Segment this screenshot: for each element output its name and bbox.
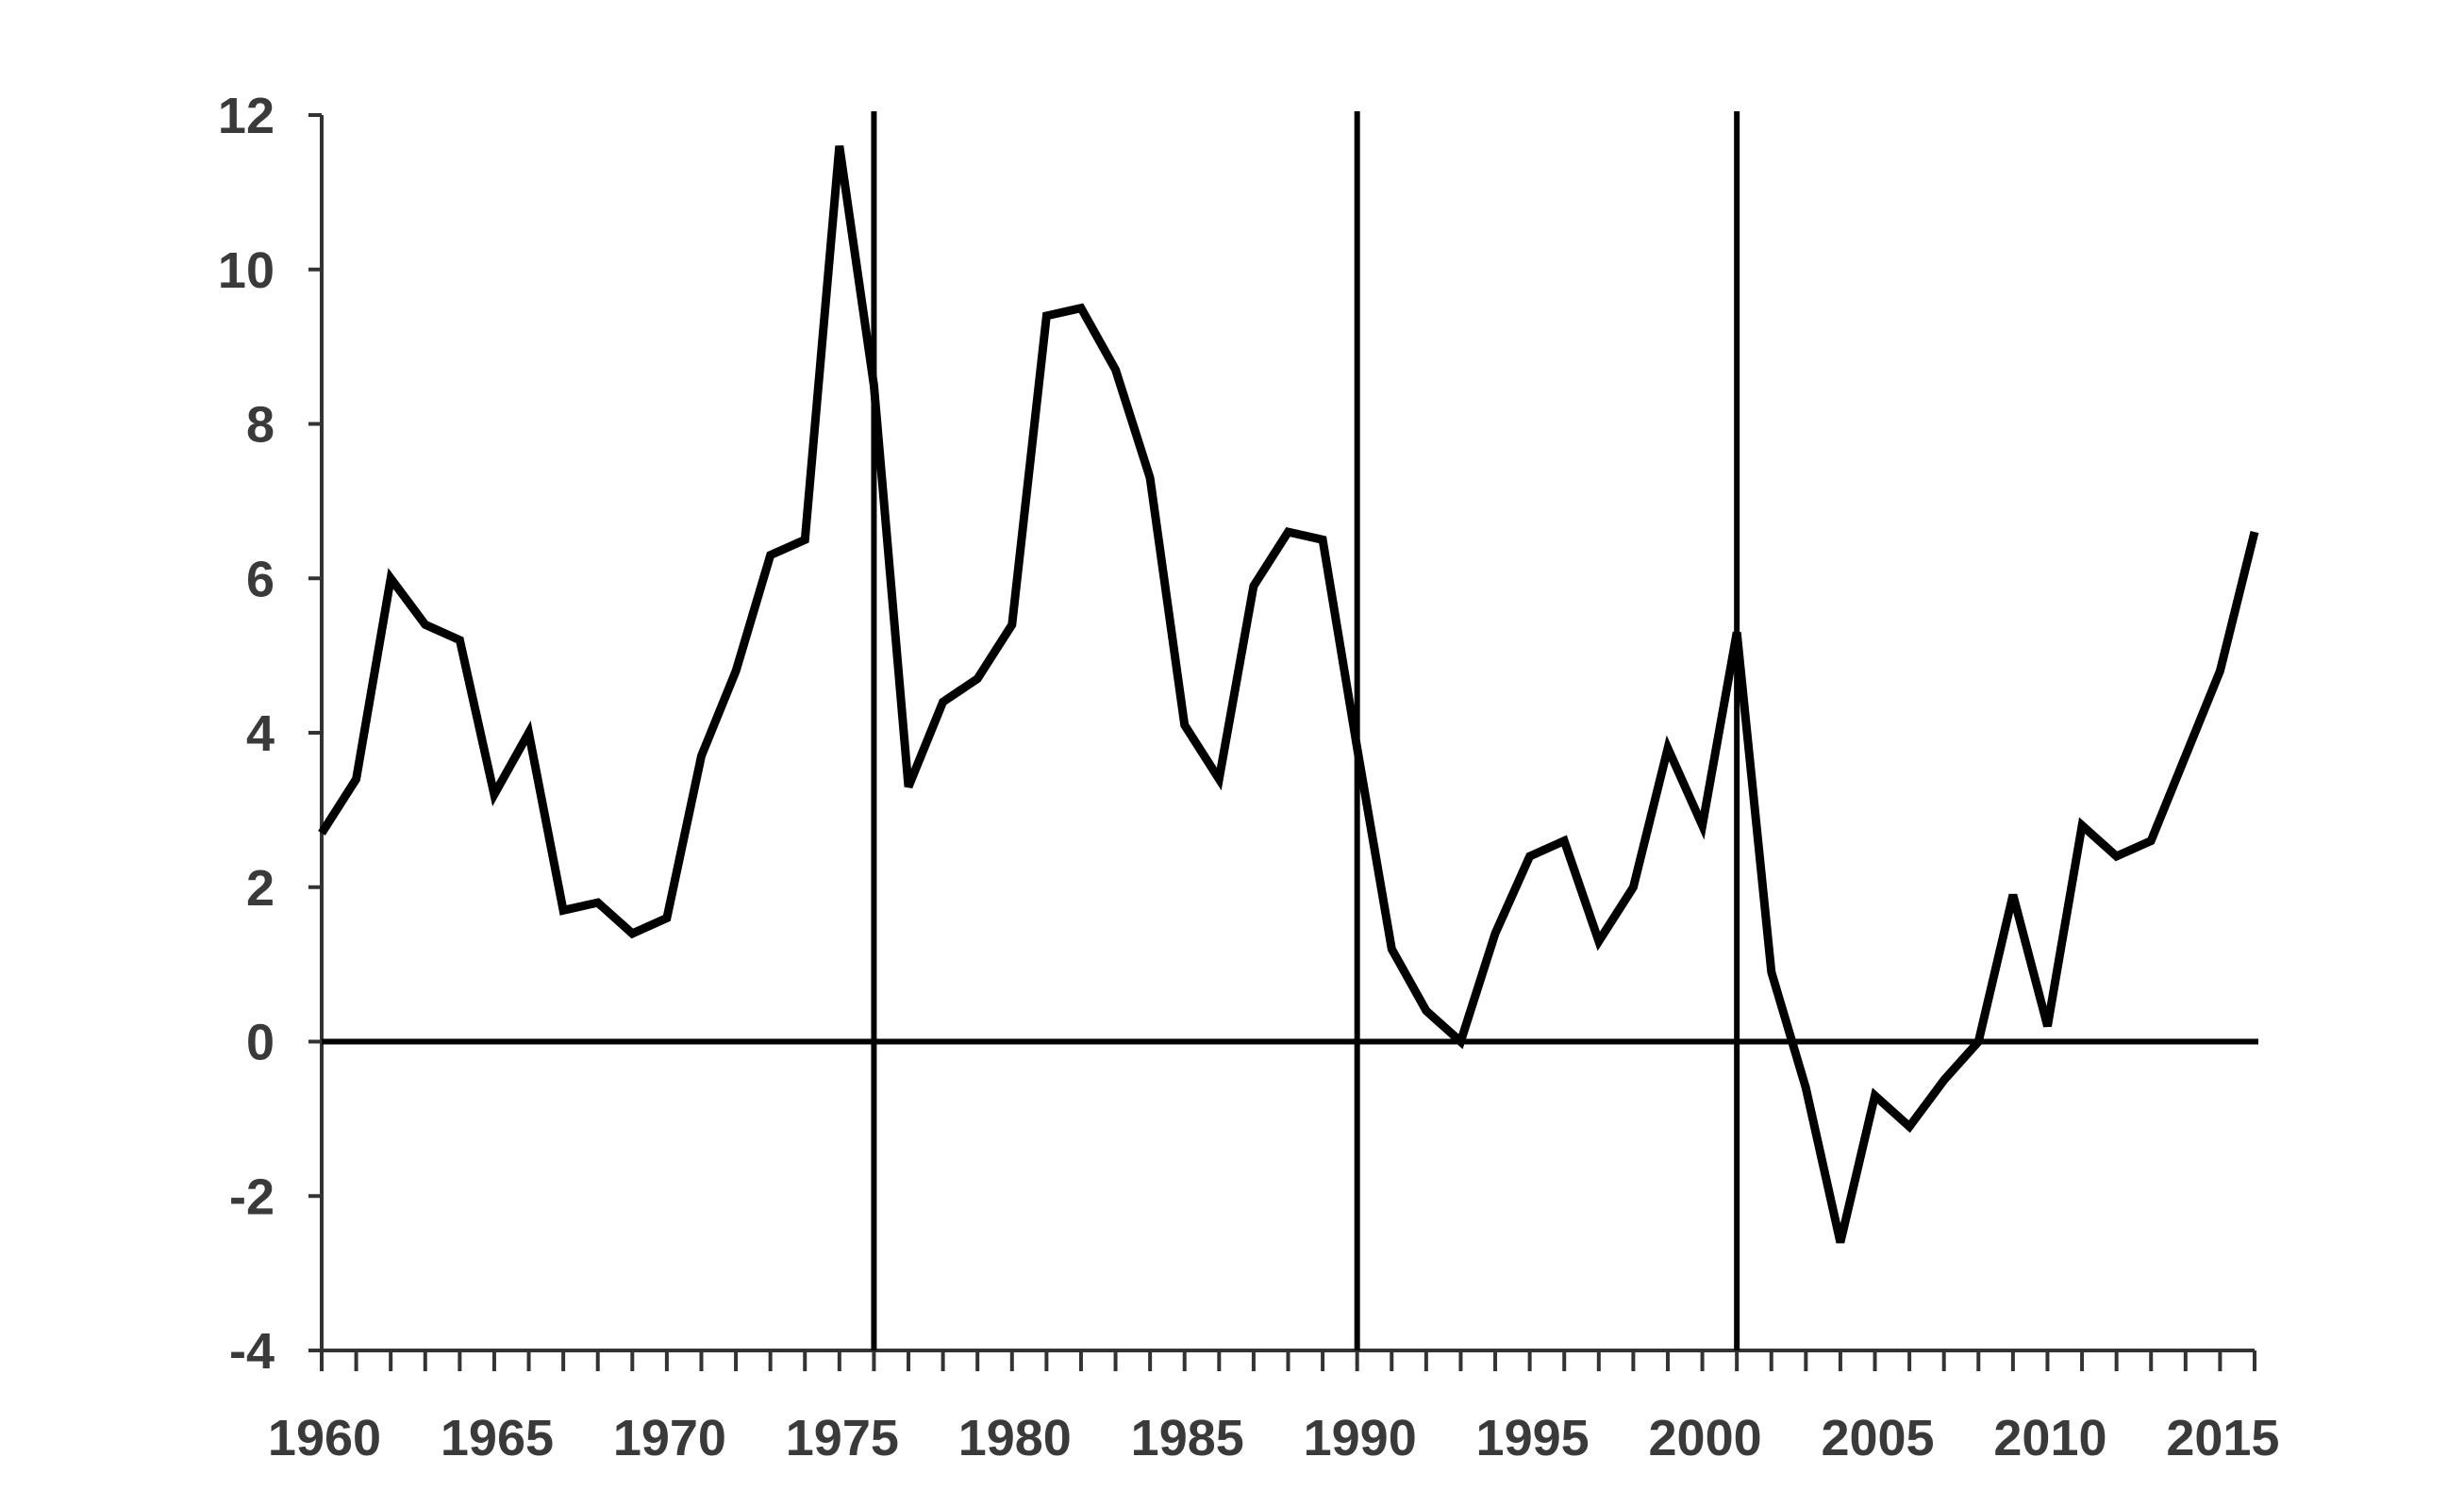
- y-tick-label: 10: [218, 242, 275, 299]
- x-tick-label: 1960: [268, 1410, 381, 1466]
- x-tick-label: 1985: [1131, 1410, 1244, 1466]
- x-tick-label: 1990: [1304, 1410, 1417, 1466]
- y-tick-label: 2: [246, 860, 275, 917]
- x-tick-label: 1970: [613, 1410, 726, 1466]
- y-tick-label: 8: [246, 397, 275, 454]
- tick-labels: 12 10 8 6 4 2 0 -2 -4 1960 1965 1970 1975 1980 1985 199…: [218, 88, 2280, 1466]
- y-tick-label: -2: [229, 1168, 275, 1225]
- x-tick-label: 1995: [1476, 1410, 1590, 1466]
- y-tick-label: -4: [229, 1323, 275, 1380]
- x-tick-label: 1965: [441, 1410, 554, 1466]
- reference-lines: [322, 111, 2258, 1350]
- y-tick-label: 0: [246, 1015, 275, 1071]
- axes: [308, 113, 2256, 1371]
- x-tick-label: 1975: [786, 1410, 899, 1466]
- x-tick-label: 2000: [1649, 1410, 1762, 1466]
- x-tick-label: 2015: [2166, 1410, 2279, 1466]
- series-line: [318, 145, 2259, 1244]
- x-tick-label: 2005: [1821, 1410, 1934, 1466]
- y-tick-label: 12: [218, 88, 275, 144]
- y-tick-label: 6: [246, 551, 275, 607]
- series: [318, 145, 2259, 1244]
- y-tick-label: 4: [246, 705, 275, 762]
- x-tick-label: 2010: [1993, 1410, 2106, 1466]
- x-tick-label: 1980: [958, 1410, 1072, 1466]
